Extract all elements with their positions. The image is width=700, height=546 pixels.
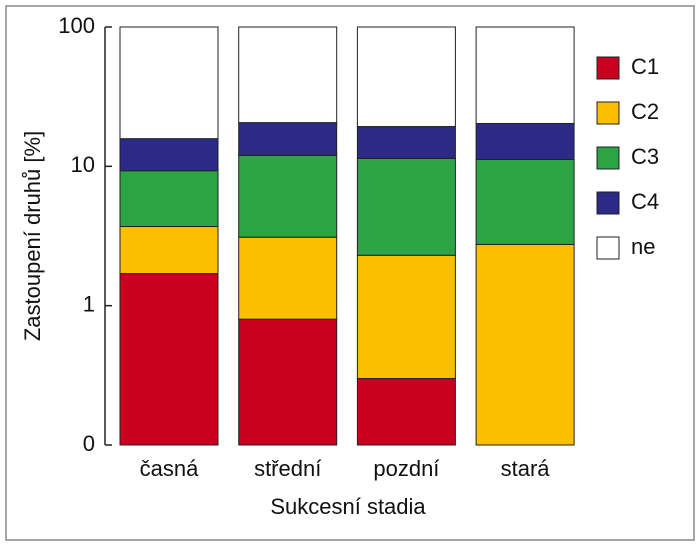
frame [5, 5, 695, 541]
bar-segment [475, 26, 575, 124]
y-axis-title: Zastoupení druhů [%] [20, 131, 45, 341]
bar-segment [119, 170, 219, 227]
bar-segment [119, 273, 219, 446]
legend-label: ne [631, 234, 655, 259]
bar-segment [356, 126, 456, 159]
legend-swatch [596, 236, 620, 260]
bar-segment [238, 26, 338, 124]
bar-segment [475, 122, 575, 160]
y-tick-label: 1 [83, 291, 95, 316]
legend-label: C4 [631, 189, 659, 214]
bar-segment [238, 236, 338, 320]
bar-segment [475, 158, 575, 245]
x-tick-label: pozdní [373, 456, 439, 481]
x-tick-label: stará [501, 456, 551, 481]
bar-segment [119, 138, 219, 172]
legend-label: C1 [631, 54, 659, 79]
legend-label: C3 [631, 144, 659, 169]
bar-segment [119, 225, 219, 275]
bar-segment [356, 26, 456, 128]
y-tick-label: 100 [58, 13, 95, 38]
x-tick-label: střední [254, 456, 321, 481]
x-axis-title: Sukcesní stadia [270, 494, 426, 519]
legend-swatch [596, 191, 620, 215]
y-tick-label: 10 [71, 152, 95, 177]
x-tick-label: časná [140, 456, 199, 481]
bar-segment [475, 243, 575, 446]
bar-segment [356, 378, 456, 446]
bar-segment [356, 157, 456, 256]
bar-segment [119, 26, 219, 140]
bar-segment [238, 154, 338, 238]
legend-swatch [596, 146, 620, 170]
y-tick-label: 0 [83, 431, 95, 456]
legend-swatch [596, 101, 620, 125]
bar-segment [238, 122, 338, 156]
legend-swatch [596, 56, 620, 80]
legend-label: C2 [631, 99, 659, 124]
bar-segment [356, 254, 456, 380]
bar-segment [238, 318, 338, 446]
